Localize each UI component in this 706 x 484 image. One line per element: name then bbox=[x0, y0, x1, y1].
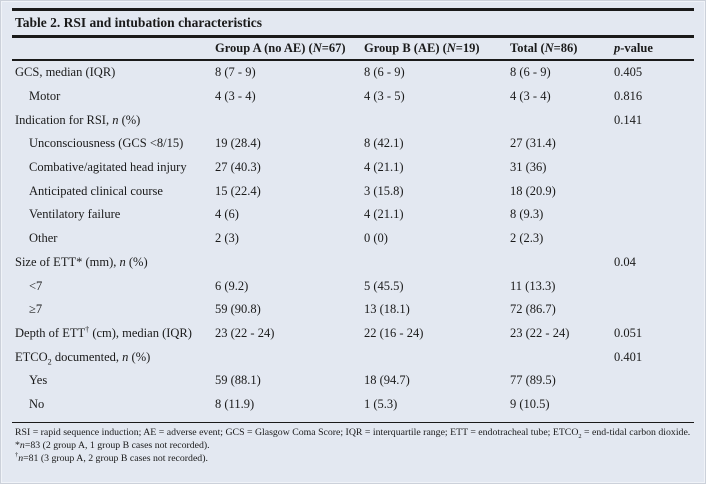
cell-p-value: 0.816 bbox=[614, 89, 643, 104]
row-label: Combative/agitated head injury bbox=[29, 160, 187, 175]
cell-group-a: 4 (6) bbox=[215, 207, 239, 222]
column-header-group-a: Group A (no AE) (N=67) bbox=[215, 41, 346, 55]
cell-group-a: 2 (3) bbox=[215, 231, 239, 246]
table-row: Ventilatory failure 4 (6) 4 (21.1) 8 (9.3) bbox=[11, 203, 695, 227]
cell-total: 9 (10.5) bbox=[510, 396, 550, 411]
cell-group-b: 22 (16 - 24) bbox=[364, 325, 424, 340]
cell-total: 8 (9.3) bbox=[510, 207, 544, 222]
cell-group-b: 13 (18.1) bbox=[364, 302, 410, 317]
row-label: Motor bbox=[29, 89, 61, 104]
table-body: GCS, median (IQR) 8 (7 - 9) 8 (6 - 9) 8 (6 … bbox=[11, 61, 695, 416]
cell-total: 18 (20.9) bbox=[510, 183, 556, 198]
row-label: Ventilatory failure bbox=[29, 207, 121, 222]
table-row: Yes 59 (88.1) 18 (94.7) 77 (89.5) bbox=[11, 369, 695, 393]
cell-group-b: 3 (15.8) bbox=[364, 183, 404, 198]
cell-p-value: 0.051 bbox=[614, 325, 643, 340]
row-label: ETCO2 documented, n (%) bbox=[15, 349, 151, 367]
cell-group-b: 4 (3 - 5) bbox=[364, 89, 405, 104]
cell-total: 8 (6 - 9) bbox=[510, 65, 551, 80]
table-row: ETCO2 documented, n (%) 0.401 bbox=[11, 345, 695, 369]
title-divider-rule bbox=[12, 35, 694, 38]
row-label: <7 bbox=[29, 278, 43, 293]
table-row: <7 6 (9.2) 5 (45.5) 11 (13.3) bbox=[11, 274, 695, 298]
cell-group-a: 27 (40.3) bbox=[215, 160, 261, 175]
cell-p-value: 0.141 bbox=[614, 112, 643, 127]
table-row: Indication for RSI, n (%) 0.141 bbox=[11, 108, 695, 132]
cell-total: 11 (13.3) bbox=[510, 278, 556, 293]
table-row: Depth of ETT† (cm), median (IQR) 23 (22 -… bbox=[11, 322, 695, 346]
cell-total: 77 (89.5) bbox=[510, 373, 556, 388]
cell-p-value: 0.401 bbox=[614, 349, 643, 364]
cell-total: 4 (3 - 4) bbox=[510, 89, 551, 104]
column-header-group-b: Group B (AE) (N=19) bbox=[364, 41, 480, 55]
cell-total: 31 (36) bbox=[510, 160, 547, 175]
cell-group-b: 18 (94.7) bbox=[364, 373, 410, 388]
cell-group-a: 15 (22.4) bbox=[215, 183, 261, 198]
table-row: Anticipated clinical course 15 (22.4) 3 (1… bbox=[11, 179, 695, 203]
row-label: Other bbox=[29, 231, 58, 246]
table-row: No 8 (11.9) 1 (5.3) 9 (10.5) bbox=[11, 393, 695, 417]
footnote-divider-rule bbox=[12, 422, 694, 424]
cell-group-a: 23 (22 - 24) bbox=[215, 325, 275, 340]
cell-p-value: 0.04 bbox=[614, 254, 636, 269]
footnote-dagger: †n=81 (3 group A, 2 group B cases not re… bbox=[15, 451, 208, 464]
header-divider-rule bbox=[12, 59, 694, 61]
cell-group-b: 1 (5.3) bbox=[364, 396, 398, 411]
top-rule bbox=[12, 8, 694, 11]
cell-total: 72 (86.7) bbox=[510, 302, 556, 317]
row-label: No bbox=[29, 396, 45, 411]
table-row: Other 2 (3) 0 (0) 2 (2.3) bbox=[11, 227, 695, 251]
table-row: GCS, median (IQR) 8 (7 - 9) 8 (6 - 9) 8 (6 … bbox=[11, 61, 695, 85]
cell-group-a: 59 (88.1) bbox=[215, 373, 261, 388]
footnote-abbreviations: RSI = rapid sequence induction; AE = adv… bbox=[15, 427, 691, 441]
row-label: Unconsciousness (GCS <8/15) bbox=[29, 136, 184, 151]
cell-group-a: 59 (90.8) bbox=[215, 302, 261, 317]
cell-group-b: 8 (42.1) bbox=[364, 136, 404, 151]
row-label: GCS, median (IQR) bbox=[15, 65, 116, 80]
table-row: Unconsciousness (GCS <8/15) 19 (28.4) 8 (4… bbox=[11, 132, 695, 156]
cell-p-value: 0.405 bbox=[614, 65, 643, 80]
table-footnotes: RSI = rapid sequence induction; AE = adv… bbox=[11, 427, 695, 465]
table-row: Size of ETT* (mm), n (%) 0.04 bbox=[11, 251, 695, 275]
table-row: ≥7 59 (90.8) 13 (18.1) 72 (86.7) bbox=[11, 298, 695, 322]
cell-group-a: 19 (28.4) bbox=[215, 136, 261, 151]
table-row: Combative/agitated head injury 27 (40.3) 4… bbox=[11, 156, 695, 180]
cell-group-b: 8 (6 - 9) bbox=[364, 65, 405, 80]
cell-group-a: 6 (9.2) bbox=[215, 278, 249, 293]
cell-group-b: 0 (0) bbox=[364, 231, 388, 246]
row-label: Anticipated clinical course bbox=[29, 183, 163, 198]
cell-group-a: 8 (11.9) bbox=[215, 396, 255, 411]
row-label: Depth of ETT† (cm), median (IQR) bbox=[15, 324, 192, 340]
row-label: Yes bbox=[29, 373, 48, 388]
table-row: Motor 4 (3 - 4) 4 (3 - 5) 4 (3 - 4) 0.816 bbox=[11, 85, 695, 109]
column-header-p-value: p-value bbox=[614, 41, 653, 55]
cell-total: 23 (22 - 24) bbox=[510, 325, 570, 340]
cell-group-a: 4 (3 - 4) bbox=[215, 89, 256, 104]
row-label: Size of ETT* (mm), n (%) bbox=[15, 254, 148, 269]
cell-group-b: 4 (21.1) bbox=[364, 160, 404, 175]
footnote-asterisk: *n=83 (2 group A, 1 group B cases not re… bbox=[15, 440, 210, 452]
cell-group-b: 5 (45.5) bbox=[364, 278, 404, 293]
table-header-row: Group A (no AE) (N=67) Group B (AE) (N=1… bbox=[11, 38, 695, 59]
row-label: Indication for RSI, n (%) bbox=[15, 112, 141, 127]
table-title: Table 2. RSI and intubation characterist… bbox=[15, 15, 263, 30]
cell-group-b: 4 (21.1) bbox=[364, 207, 404, 222]
cell-group-a: 8 (7 - 9) bbox=[215, 65, 256, 80]
cell-total: 27 (31.4) bbox=[510, 136, 556, 151]
row-label: ≥7 bbox=[29, 302, 43, 317]
column-header-total: Total (N=86) bbox=[510, 41, 578, 55]
cell-total: 2 (2.3) bbox=[510, 231, 544, 246]
